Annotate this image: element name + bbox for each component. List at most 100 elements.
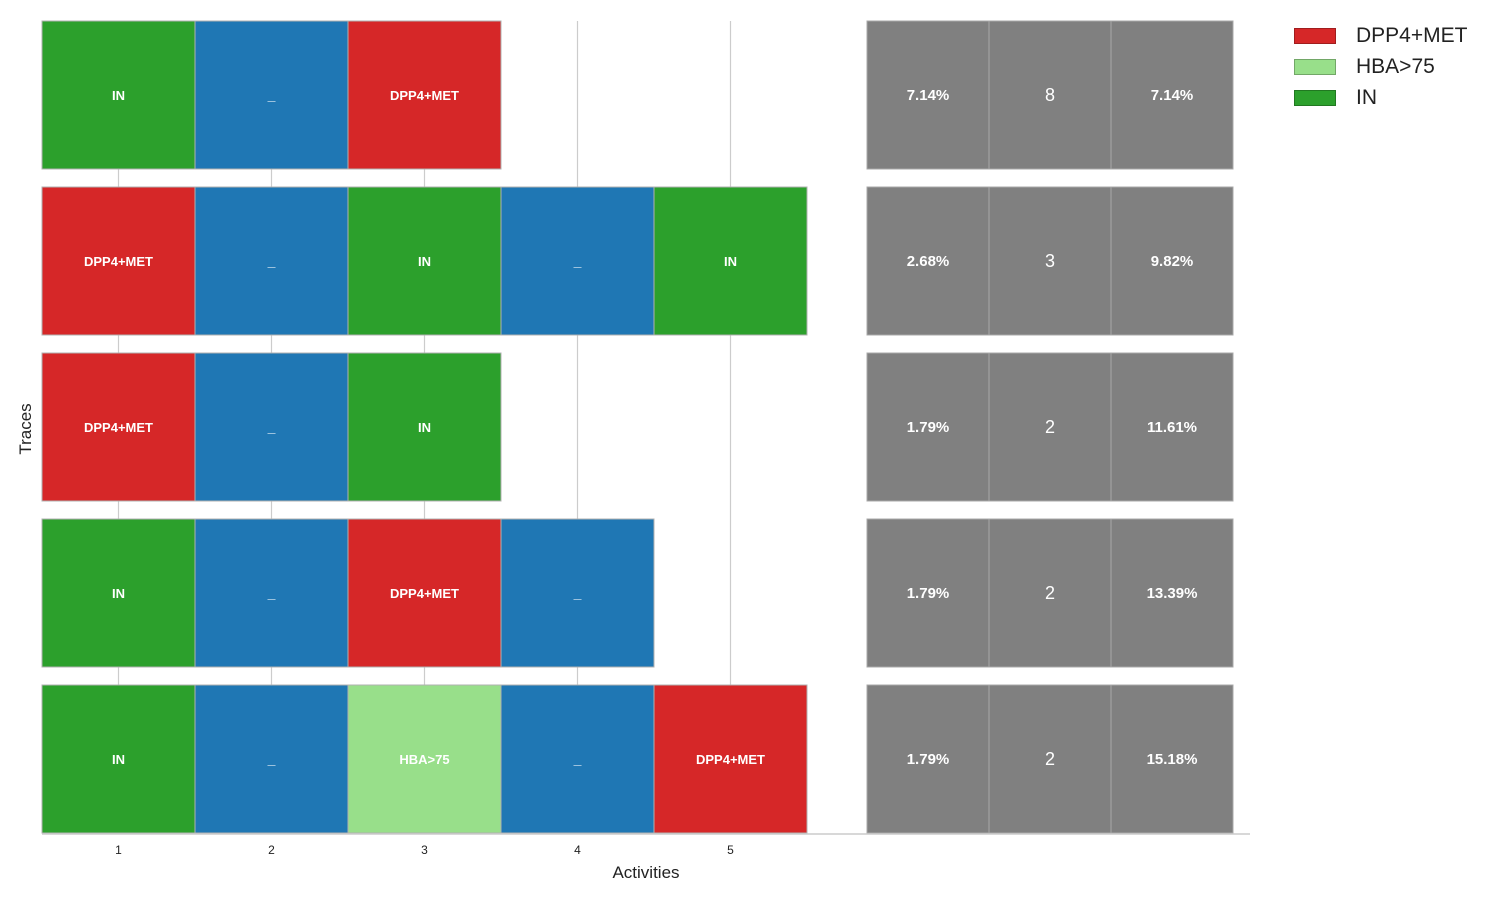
activity-label: IN xyxy=(418,254,431,269)
activity-cell xyxy=(500,684,655,834)
trace-stats-row-2: 2.68% 3 9.82% xyxy=(866,186,1234,336)
stat-cell xyxy=(866,684,990,834)
activity-cell xyxy=(500,518,655,668)
activity-label: DPP4+MET xyxy=(84,420,153,435)
stat-cell xyxy=(866,518,990,668)
activity-cell xyxy=(347,352,502,502)
activity-label: IN xyxy=(724,254,737,269)
stat-cell xyxy=(866,186,990,336)
stat-label: 9.82% xyxy=(1151,253,1194,270)
activity-cell xyxy=(347,518,502,668)
legend-swatch xyxy=(1294,89,1336,106)
stat-cell xyxy=(1110,684,1234,834)
trace-row-1: IN _ DPP4+MET xyxy=(41,20,502,170)
stat-cell xyxy=(1110,20,1234,170)
activity-cell xyxy=(347,20,502,170)
activity-label: _ xyxy=(267,87,276,103)
y-axis-label: Traces xyxy=(16,403,35,454)
activity-label: HBA>75 xyxy=(399,752,449,767)
trace-row-3: DPP4+MET _ IN xyxy=(41,352,502,502)
x-tick-label-5: 5 xyxy=(727,843,734,857)
activity-cell xyxy=(194,352,349,502)
activity-label: DPP4+MET xyxy=(696,752,765,767)
activity-label: IN xyxy=(112,752,125,767)
stat-label: 13.39% xyxy=(1147,585,1198,602)
trace-stats: 7.14% 8 7.14% 2.68% 3 9.82% 1.79% 2 11.61% 1.79% 2… xyxy=(866,20,1234,834)
legend-item: IN xyxy=(1294,82,1467,113)
trace-row-2: DPP4+MET _ IN _ IN xyxy=(41,186,808,336)
stat-label: 7.14% xyxy=(1151,87,1194,104)
activity-cell xyxy=(347,186,502,336)
x-tick-labels: 1 2 3 4 5 xyxy=(115,843,734,857)
trace-stats-row-4: 1.79% 2 13.39% xyxy=(866,518,1234,668)
stat-cell xyxy=(988,352,1112,502)
activity-label: _ xyxy=(573,253,582,269)
stat-cell xyxy=(866,352,990,502)
activity-cell xyxy=(194,186,349,336)
activity-cell xyxy=(194,518,349,668)
activity-label: _ xyxy=(267,419,276,435)
activity-label: IN xyxy=(112,586,125,601)
legend-item: DPP4+MET xyxy=(1294,20,1467,51)
x-tick-label-2: 2 xyxy=(268,843,275,857)
activity-cell xyxy=(653,186,808,336)
trace-stats-row-5: 1.79% 2 15.18% xyxy=(866,684,1234,834)
activity-cell xyxy=(194,684,349,834)
stat-label: 3 xyxy=(1045,251,1055,271)
x-axis-label: Activities xyxy=(612,863,679,882)
legend-swatch xyxy=(1294,58,1336,75)
activity-label: _ xyxy=(267,253,276,269)
activity-label: DPP4+MET xyxy=(390,586,459,601)
legend-label: DPP4+MET xyxy=(1356,23,1468,47)
x-tick-label-1: 1 xyxy=(115,843,122,857)
activity-cell xyxy=(41,186,196,336)
stat-label: 7.14% xyxy=(907,87,950,104)
legend: DPP4+MET HBA>75 IN xyxy=(1294,20,1467,113)
stat-label: 1.79% xyxy=(907,751,950,768)
trace-row-5: IN _ HBA>75 _ DPP4+MET xyxy=(41,684,808,834)
activity-label: IN xyxy=(112,88,125,103)
stat-label: 2 xyxy=(1045,583,1055,603)
x-tick-label-3: 3 xyxy=(421,843,428,857)
stat-label: 2 xyxy=(1045,417,1055,437)
activity-label: DPP4+MET xyxy=(390,88,459,103)
activity-label: _ xyxy=(573,751,582,767)
stat-label: 11.61% xyxy=(1147,419,1197,436)
activity-label: _ xyxy=(573,585,582,601)
stat-cell xyxy=(1110,186,1234,336)
stat-cell xyxy=(1110,518,1234,668)
stat-cell xyxy=(866,20,990,170)
legend-item: HBA>75 xyxy=(1294,51,1467,82)
x-tick-label-4: 4 xyxy=(574,843,581,857)
stat-cell xyxy=(988,684,1112,834)
stat-label: 15.18% xyxy=(1147,751,1198,768)
activity-cell xyxy=(41,684,196,834)
legend-swatch xyxy=(1294,27,1336,44)
stat-label: 2 xyxy=(1045,749,1055,769)
legend-label: IN xyxy=(1356,85,1377,109)
legend-label: HBA>75 xyxy=(1356,54,1435,78)
activity-cell xyxy=(194,20,349,170)
activity-cell xyxy=(347,684,502,834)
stat-label: 1.79% xyxy=(907,419,950,436)
activity-label: DPP4+MET xyxy=(84,254,153,269)
activity-cell xyxy=(500,186,655,336)
activity-label: _ xyxy=(267,585,276,601)
stat-label: 1.79% xyxy=(907,585,950,602)
activity-cell xyxy=(653,684,808,834)
trace-stats-row-3: 1.79% 2 11.61% xyxy=(866,352,1234,502)
activity-cell xyxy=(41,352,196,502)
activity-cell xyxy=(41,518,196,668)
stat-label: 8 xyxy=(1045,85,1055,105)
activity-cell xyxy=(41,20,196,170)
activity-label: IN xyxy=(418,420,431,435)
stat-cell xyxy=(1110,352,1234,502)
activity-label: _ xyxy=(267,751,276,767)
stat-label: 2.68% xyxy=(907,253,950,270)
stat-cell xyxy=(988,20,1112,170)
stat-cell xyxy=(988,186,1112,336)
trace-row-4: IN _ DPP4+MET _ xyxy=(41,518,655,668)
trace-stats-row-1: 7.14% 8 7.14% xyxy=(866,20,1234,170)
